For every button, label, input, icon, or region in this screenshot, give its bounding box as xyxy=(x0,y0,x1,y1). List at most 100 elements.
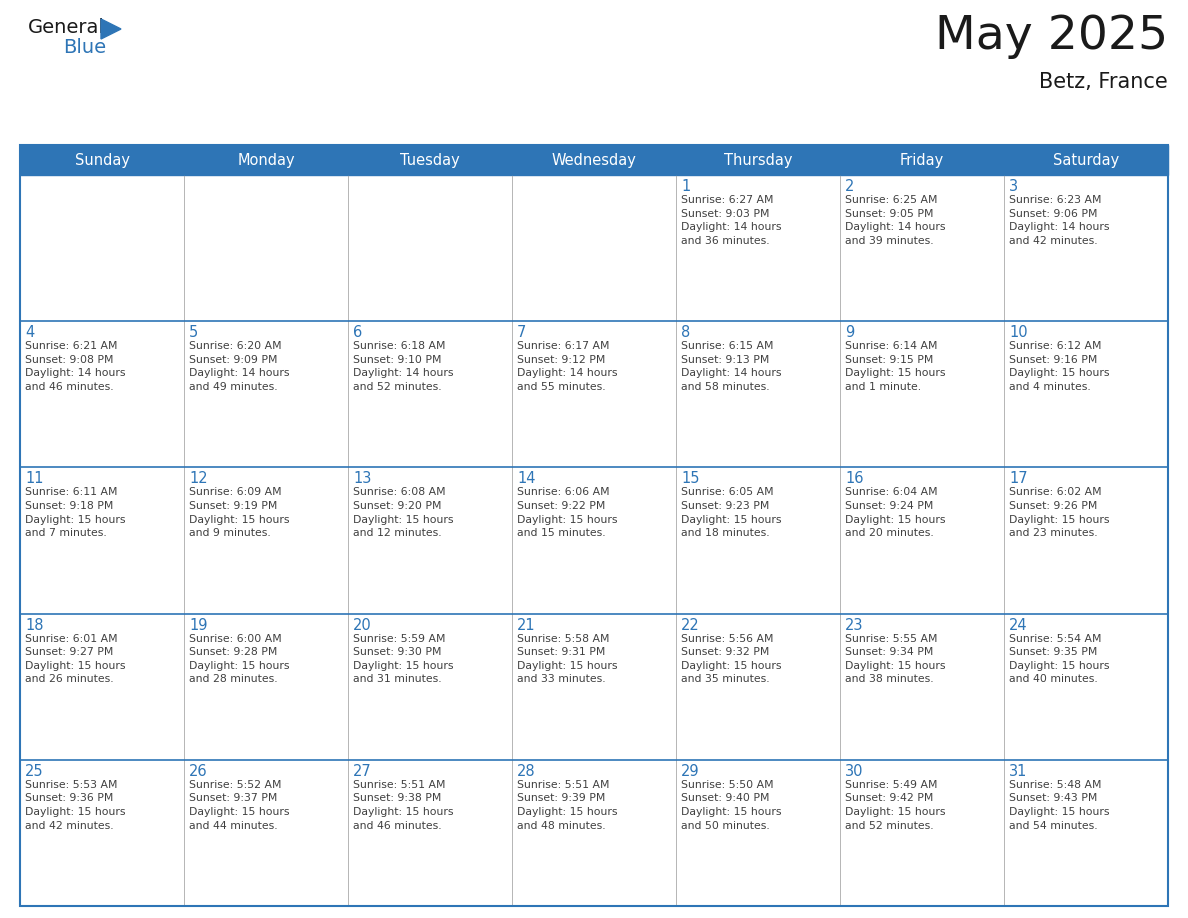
Text: Sunrise: 5:50 AM
Sunset: 9:40 PM
Daylight: 15 hours
and 50 minutes.: Sunrise: 5:50 AM Sunset: 9:40 PM Dayligh… xyxy=(681,779,782,831)
Text: Blue: Blue xyxy=(63,38,106,57)
Text: Thursday: Thursday xyxy=(723,152,792,167)
Text: 1: 1 xyxy=(681,179,690,194)
Text: Sunrise: 6:15 AM
Sunset: 9:13 PM
Daylight: 14 hours
and 58 minutes.: Sunrise: 6:15 AM Sunset: 9:13 PM Dayligh… xyxy=(681,341,782,392)
Text: 11: 11 xyxy=(25,472,44,487)
Text: Wednesday: Wednesday xyxy=(551,152,637,167)
Text: Sunrise: 5:58 AM
Sunset: 9:31 PM
Daylight: 15 hours
and 33 minutes.: Sunrise: 5:58 AM Sunset: 9:31 PM Dayligh… xyxy=(517,633,618,685)
Text: Sunrise: 6:11 AM
Sunset: 9:18 PM
Daylight: 15 hours
and 7 minutes.: Sunrise: 6:11 AM Sunset: 9:18 PM Dayligh… xyxy=(25,487,126,538)
Bar xyxy=(20,145,1168,906)
Text: Sunrise: 5:51 AM
Sunset: 9:39 PM
Daylight: 15 hours
and 48 minutes.: Sunrise: 5:51 AM Sunset: 9:39 PM Dayligh… xyxy=(517,779,618,831)
Text: Sunrise: 6:08 AM
Sunset: 9:20 PM
Daylight: 15 hours
and 12 minutes.: Sunrise: 6:08 AM Sunset: 9:20 PM Dayligh… xyxy=(353,487,454,538)
Text: Sunrise: 6:17 AM
Sunset: 9:12 PM
Daylight: 14 hours
and 55 minutes.: Sunrise: 6:17 AM Sunset: 9:12 PM Dayligh… xyxy=(517,341,618,392)
Bar xyxy=(184,760,348,906)
Bar xyxy=(840,467,1004,613)
Text: 28: 28 xyxy=(517,764,536,778)
Bar xyxy=(1004,321,1168,467)
Text: 24: 24 xyxy=(1009,618,1028,633)
Text: 13: 13 xyxy=(353,472,372,487)
Text: Sunday: Sunday xyxy=(75,152,129,167)
Text: 12: 12 xyxy=(189,472,208,487)
Bar xyxy=(184,467,348,613)
Text: May 2025: May 2025 xyxy=(935,14,1168,59)
Text: Saturday: Saturday xyxy=(1053,152,1119,167)
Bar xyxy=(676,321,840,467)
Text: Sunrise: 6:25 AM
Sunset: 9:05 PM
Daylight: 14 hours
and 39 minutes.: Sunrise: 6:25 AM Sunset: 9:05 PM Dayligh… xyxy=(845,195,946,246)
Text: 4: 4 xyxy=(25,325,34,341)
Text: Sunrise: 5:51 AM
Sunset: 9:38 PM
Daylight: 15 hours
and 46 minutes.: Sunrise: 5:51 AM Sunset: 9:38 PM Dayligh… xyxy=(353,779,454,831)
Bar xyxy=(676,613,840,760)
Bar xyxy=(1004,175,1168,321)
Text: Sunrise: 6:01 AM
Sunset: 9:27 PM
Daylight: 15 hours
and 26 minutes.: Sunrise: 6:01 AM Sunset: 9:27 PM Dayligh… xyxy=(25,633,126,685)
Text: Sunrise: 5:49 AM
Sunset: 9:42 PM
Daylight: 15 hours
and 52 minutes.: Sunrise: 5:49 AM Sunset: 9:42 PM Dayligh… xyxy=(845,779,946,831)
Text: 16: 16 xyxy=(845,472,864,487)
Bar xyxy=(840,760,1004,906)
Text: 8: 8 xyxy=(681,325,690,341)
Text: Sunrise: 5:52 AM
Sunset: 9:37 PM
Daylight: 15 hours
and 44 minutes.: Sunrise: 5:52 AM Sunset: 9:37 PM Dayligh… xyxy=(189,779,290,831)
Bar xyxy=(348,321,512,467)
Text: Sunrise: 5:55 AM
Sunset: 9:34 PM
Daylight: 15 hours
and 38 minutes.: Sunrise: 5:55 AM Sunset: 9:34 PM Dayligh… xyxy=(845,633,946,685)
Text: Sunrise: 6:12 AM
Sunset: 9:16 PM
Daylight: 15 hours
and 4 minutes.: Sunrise: 6:12 AM Sunset: 9:16 PM Dayligh… xyxy=(1009,341,1110,392)
Text: 3: 3 xyxy=(1009,179,1018,194)
Bar xyxy=(20,760,184,906)
Bar xyxy=(20,145,1168,175)
Text: 7: 7 xyxy=(517,325,526,341)
Bar xyxy=(512,760,676,906)
Text: 31: 31 xyxy=(1009,764,1028,778)
Bar xyxy=(840,613,1004,760)
Text: 21: 21 xyxy=(517,618,536,633)
Text: Sunrise: 6:27 AM
Sunset: 9:03 PM
Daylight: 14 hours
and 36 minutes.: Sunrise: 6:27 AM Sunset: 9:03 PM Dayligh… xyxy=(681,195,782,246)
Bar xyxy=(184,321,348,467)
Bar xyxy=(348,613,512,760)
Text: 2: 2 xyxy=(845,179,854,194)
Text: Sunrise: 6:14 AM
Sunset: 9:15 PM
Daylight: 15 hours
and 1 minute.: Sunrise: 6:14 AM Sunset: 9:15 PM Dayligh… xyxy=(845,341,946,392)
Bar xyxy=(512,613,676,760)
Text: 14: 14 xyxy=(517,472,536,487)
Bar xyxy=(840,321,1004,467)
Text: 10: 10 xyxy=(1009,325,1028,341)
Bar xyxy=(20,613,184,760)
Text: 19: 19 xyxy=(189,618,208,633)
Text: 9: 9 xyxy=(845,325,854,341)
Polygon shape xyxy=(101,19,121,39)
Bar xyxy=(20,175,184,321)
Text: 5: 5 xyxy=(189,325,198,341)
Bar xyxy=(676,467,840,613)
Bar xyxy=(512,321,676,467)
Text: Sunrise: 5:54 AM
Sunset: 9:35 PM
Daylight: 15 hours
and 40 minutes.: Sunrise: 5:54 AM Sunset: 9:35 PM Dayligh… xyxy=(1009,633,1110,685)
Text: Sunrise: 5:56 AM
Sunset: 9:32 PM
Daylight: 15 hours
and 35 minutes.: Sunrise: 5:56 AM Sunset: 9:32 PM Dayligh… xyxy=(681,633,782,685)
Bar xyxy=(512,467,676,613)
Text: Betz, France: Betz, France xyxy=(1040,72,1168,92)
Text: Sunrise: 5:53 AM
Sunset: 9:36 PM
Daylight: 15 hours
and 42 minutes.: Sunrise: 5:53 AM Sunset: 9:36 PM Dayligh… xyxy=(25,779,126,831)
Text: Sunrise: 6:04 AM
Sunset: 9:24 PM
Daylight: 15 hours
and 20 minutes.: Sunrise: 6:04 AM Sunset: 9:24 PM Dayligh… xyxy=(845,487,946,538)
Text: 15: 15 xyxy=(681,472,700,487)
Text: 18: 18 xyxy=(25,618,44,633)
Text: Sunrise: 6:00 AM
Sunset: 9:28 PM
Daylight: 15 hours
and 28 minutes.: Sunrise: 6:00 AM Sunset: 9:28 PM Dayligh… xyxy=(189,633,290,685)
Text: 20: 20 xyxy=(353,618,372,633)
Bar xyxy=(20,321,184,467)
Text: Friday: Friday xyxy=(899,152,944,167)
Text: Sunrise: 6:06 AM
Sunset: 9:22 PM
Daylight: 15 hours
and 15 minutes.: Sunrise: 6:06 AM Sunset: 9:22 PM Dayligh… xyxy=(517,487,618,538)
Bar xyxy=(184,175,348,321)
Bar xyxy=(184,613,348,760)
Bar xyxy=(840,175,1004,321)
Text: 29: 29 xyxy=(681,764,700,778)
Bar xyxy=(1004,467,1168,613)
Text: 30: 30 xyxy=(845,764,864,778)
Bar xyxy=(676,760,840,906)
Text: Sunrise: 5:48 AM
Sunset: 9:43 PM
Daylight: 15 hours
and 54 minutes.: Sunrise: 5:48 AM Sunset: 9:43 PM Dayligh… xyxy=(1009,779,1110,831)
Text: 17: 17 xyxy=(1009,472,1028,487)
Bar xyxy=(348,467,512,613)
Text: 22: 22 xyxy=(681,618,700,633)
Text: Sunrise: 6:09 AM
Sunset: 9:19 PM
Daylight: 15 hours
and 9 minutes.: Sunrise: 6:09 AM Sunset: 9:19 PM Dayligh… xyxy=(189,487,290,538)
Text: 23: 23 xyxy=(845,618,864,633)
Text: Monday: Monday xyxy=(238,152,295,167)
Text: 6: 6 xyxy=(353,325,362,341)
Bar xyxy=(676,175,840,321)
Bar xyxy=(1004,760,1168,906)
Text: General: General xyxy=(29,18,105,37)
Text: Sunrise: 6:05 AM
Sunset: 9:23 PM
Daylight: 15 hours
and 18 minutes.: Sunrise: 6:05 AM Sunset: 9:23 PM Dayligh… xyxy=(681,487,782,538)
Text: Tuesday: Tuesday xyxy=(400,152,460,167)
Bar xyxy=(1004,613,1168,760)
Text: Sunrise: 6:23 AM
Sunset: 9:06 PM
Daylight: 14 hours
and 42 minutes.: Sunrise: 6:23 AM Sunset: 9:06 PM Dayligh… xyxy=(1009,195,1110,246)
Text: Sunrise: 5:59 AM
Sunset: 9:30 PM
Daylight: 15 hours
and 31 minutes.: Sunrise: 5:59 AM Sunset: 9:30 PM Dayligh… xyxy=(353,633,454,685)
